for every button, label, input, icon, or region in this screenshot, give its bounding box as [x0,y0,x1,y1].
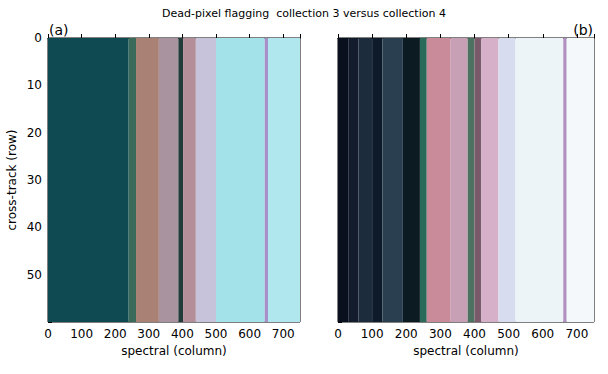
svg-text:400: 400 [463,327,486,341]
svg-text:0: 0 [334,327,342,341]
svg-text:spectral (column): spectral (column) [413,344,519,358]
svg-text:100: 100 [70,327,93,341]
svg-text:0: 0 [34,31,42,45]
svg-text:40: 40 [27,220,42,234]
svg-text:50: 50 [27,268,42,282]
svg-text:200: 200 [395,327,418,341]
svg-text:30: 30 [27,173,42,187]
svg-text:Dead-pixel flagging collectio: Dead-pixel flagging collection 3 versus … [162,7,446,20]
svg-text:20: 20 [27,126,42,140]
svg-text:500: 500 [205,327,228,341]
svg-text:600: 600 [238,327,261,341]
svg-text:500: 500 [497,327,520,341]
svg-text:400: 400 [171,327,194,341]
svg-text:700: 700 [565,327,588,341]
svg-text:300: 300 [429,327,452,341]
svg-text:(a): (a) [49,22,69,38]
svg-text:spectral (column): spectral (column) [121,344,227,358]
svg-text:200: 200 [104,327,127,341]
svg-text:10: 10 [27,78,42,92]
svg-text:(b): (b) [573,22,593,38]
svg-text:600: 600 [531,327,554,341]
svg-text:100: 100 [361,327,384,341]
svg-text:300: 300 [137,327,160,341]
svg-text:0: 0 [44,327,52,341]
svg-text:700: 700 [272,327,295,341]
svg-text:cross-track (row): cross-track (row) [5,130,19,231]
